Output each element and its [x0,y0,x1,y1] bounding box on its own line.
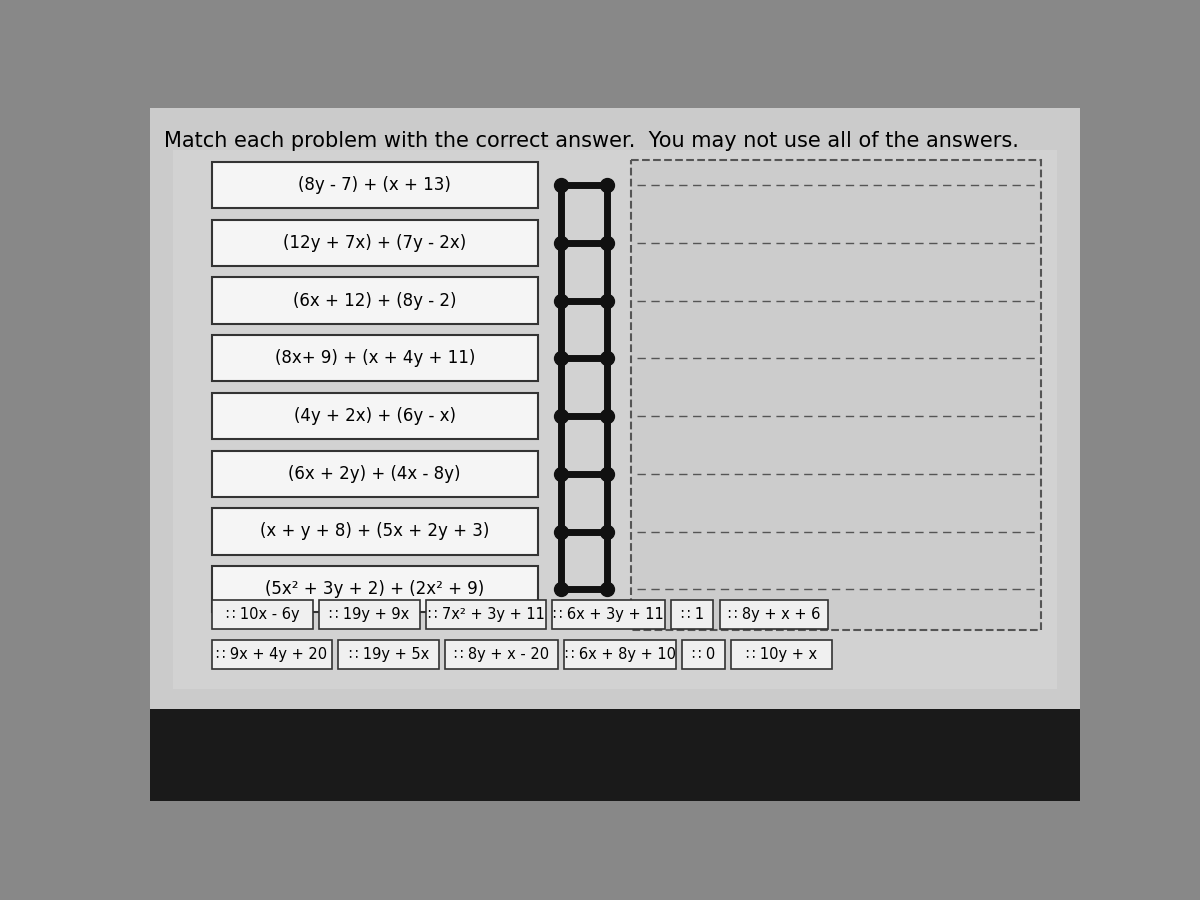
Bar [212,335,538,382]
Bar [212,600,313,629]
Text: ∷ 8y + x + 6: ∷ 8y + x + 6 [727,608,820,622]
Bar [552,600,665,629]
Text: (x + y + 8) + (5x + 2y + 3): (x + y + 8) + (5x + 2y + 3) [260,523,490,541]
Bar [720,600,828,629]
Text: ∷ 19y + 5x: ∷ 19y + 5x [348,647,428,662]
Text: (5x² + 3y + 2) + (2x² + 9): (5x² + 3y + 2) + (2x² + 9) [265,580,485,598]
Text: (4y + 2x) + (6y - x): (4y + 2x) + (6y - x) [294,407,456,425]
Text: (8y - 7) + (x + 13): (8y - 7) + (x + 13) [299,176,451,194]
Bar [338,640,439,670]
Text: ∷ 0: ∷ 0 [692,647,715,662]
Bar [445,640,558,670]
Bar [173,150,1057,689]
Text: ∷ 7x² + 3y + 11: ∷ 7x² + 3y + 11 [427,608,545,622]
Bar [150,708,1080,801]
Text: ∷ 8y + x - 20: ∷ 8y + x - 20 [454,647,550,662]
Bar [212,277,538,324]
Text: ∷ 6x + 3y + 11: ∷ 6x + 3y + 11 [553,608,664,622]
Bar [212,162,538,208]
Text: ∷ 1: ∷ 1 [680,608,703,622]
Text: (12y + 7x) + (7y - 2x): (12y + 7x) + (7y - 2x) [283,234,467,252]
Bar [564,640,677,670]
Text: ∷ 9x + 4y + 20: ∷ 9x + 4y + 20 [216,647,328,662]
Text: (8x+ 9) + (x + 4y + 11): (8x+ 9) + (x + 4y + 11) [275,349,475,367]
Text: Match each problem with the correct answer.  You may not use all of the answers.: Match each problem with the correct answ… [164,131,1019,151]
Bar [731,640,832,670]
Bar [426,600,546,629]
Bar [212,640,332,670]
Text: ∷ 6x + 8y + 10: ∷ 6x + 8y + 10 [564,647,676,662]
Bar [671,600,714,629]
Bar [319,600,420,629]
Bar [212,393,538,439]
Text: (6x + 2y) + (4x - 8y): (6x + 2y) + (4x - 8y) [288,464,461,482]
Bar [630,160,1042,630]
Text: ∷ 10y + x: ∷ 10y + x [746,647,817,662]
Bar [683,640,725,670]
Text: (6x + 12) + (8y - 2): (6x + 12) + (8y - 2) [293,292,456,310]
Bar [212,566,538,612]
Bar [212,220,538,266]
Text: ∷ 10x - 6y: ∷ 10x - 6y [226,608,299,622]
Bar [150,108,1080,708]
Bar [212,508,538,554]
Bar [212,451,538,497]
Text: ∷ 19y + 9x: ∷ 19y + 9x [329,608,409,622]
